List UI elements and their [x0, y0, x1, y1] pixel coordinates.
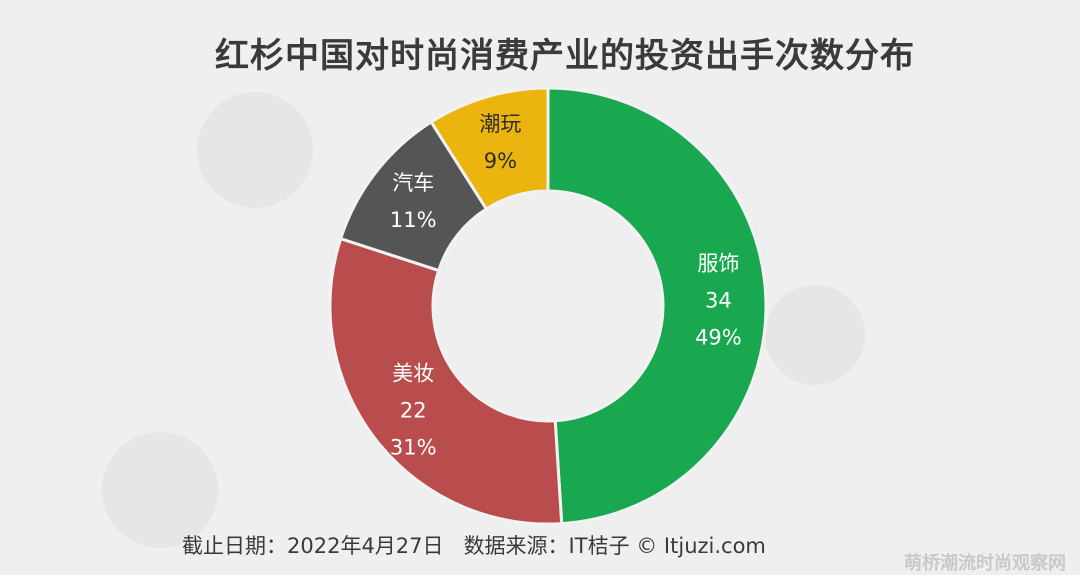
donut-slices: [328, 86, 768, 526]
footer-date: 截止日期：2022年4月27日: [182, 534, 444, 558]
slice-美妆: [328, 236, 564, 526]
slice-服饰: [546, 86, 768, 526]
bg-logo-mark: [765, 285, 865, 385]
slice-label-percent: 49%: [695, 326, 742, 350]
slice-label-count: 22: [400, 399, 427, 423]
slice-label-count: 34: [705, 289, 732, 313]
slice-label-name: 美妆: [392, 362, 434, 386]
slice-label-name: 汽车: [392, 171, 434, 195]
slice-label-percent: 31%: [390, 436, 437, 460]
slice-label-percent: 9%: [484, 149, 517, 173]
watermark-text: 萌桥潮流时尚观察网: [904, 553, 1066, 574]
slice-label-name: 潮玩: [479, 112, 521, 136]
donut-labels: 服饰 34 49% 美妆 22 31% 汽车 11% 潮玩 9%: [390, 112, 742, 460]
slice-label-percent: 11%: [390, 208, 437, 232]
slice-label-name: 服饰: [697, 252, 739, 276]
chart-title: 红杉中国对时尚消费产业的投资出手次数分布: [215, 36, 915, 76]
footer-source: 数据来源：IT桔子 © Itjuzi.com: [463, 534, 766, 558]
bg-logo-mark: [197, 92, 313, 208]
chart-footer: 截止日期：2022年4月27日 数据来源：IT桔子 © Itjuzi.com: [182, 530, 766, 560]
slice-潮玩: [429, 86, 550, 211]
